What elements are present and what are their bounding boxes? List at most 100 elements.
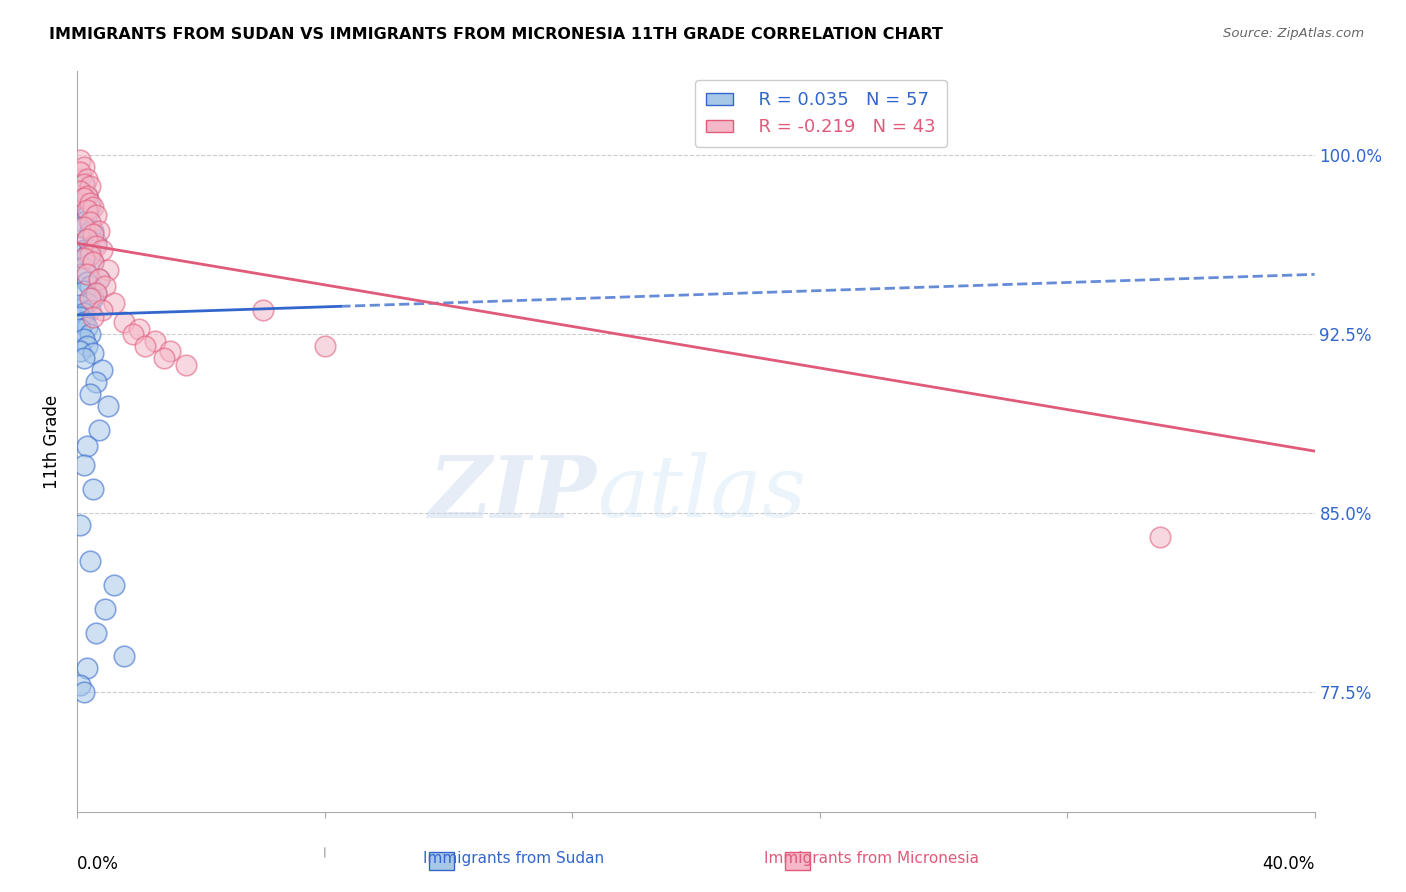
Point [79,248,101,262]
Point [79,224,101,238]
Point [82,291,104,305]
Y-axis label: 11th Grade: 11th Grade [44,394,62,489]
Point [76,319,98,334]
Point [84,238,107,252]
Point [79,279,101,293]
Point [76,439,98,453]
Point [97,399,120,413]
Point [69,298,91,312]
Point [91,363,114,377]
Point [82,224,104,238]
Point [84,208,107,222]
Point [122,327,145,342]
Text: IMMIGRANTS FROM SUDAN VS IMMIGRANTS FROM MICRONESIA 11TH GRADE CORRELATION CHART: IMMIGRANTS FROM SUDAN VS IMMIGRANTS FROM… [49,27,943,42]
Point [112,315,135,329]
Point [69,164,91,178]
Point [94,279,117,293]
Point [72,177,94,191]
Point [76,275,98,289]
Point [69,310,91,325]
Point [79,179,101,194]
Point [87,224,110,238]
Point [72,685,94,699]
Text: Immigrants from Micronesia: Immigrants from Micronesia [765,851,979,865]
Point [112,649,135,664]
Point [174,358,197,372]
Text: ZIP: ZIP [429,451,598,535]
Text: 0.0%: 0.0% [77,855,120,872]
Point [314,339,336,353]
Point [97,262,120,277]
Point [69,208,91,222]
Point [91,244,114,258]
Point [72,177,94,191]
Point [84,286,107,301]
Point [134,339,156,353]
Point [76,208,98,222]
Point [252,303,274,318]
Point [76,188,98,202]
Point [72,244,94,258]
Point [87,272,110,286]
Point [94,601,117,615]
Point [82,255,104,269]
Point [69,518,91,533]
Point [76,231,98,245]
Point [76,171,98,186]
Point [76,231,98,245]
Point [91,303,114,318]
Point [69,184,91,198]
Point [72,284,94,298]
Point [72,315,94,329]
Point [84,236,107,251]
Point [69,678,91,692]
Text: Source: ZipAtlas.com: Source: ZipAtlas.com [1223,27,1364,40]
Point [82,227,104,241]
Point [69,153,91,167]
Point [76,296,98,310]
Point [82,483,104,497]
Point [84,375,107,389]
Text: Immigrants from Sudan: Immigrants from Sudan [423,851,603,865]
Point [76,188,98,202]
Point [72,251,94,265]
Point [72,160,94,174]
Point [72,215,94,229]
Point [1149,530,1171,544]
Legend:   R = 0.035   N = 57,   R = -0.219   N = 43: R = 0.035 N = 57, R = -0.219 N = 43 [695,80,946,147]
Point [84,286,107,301]
Point [69,219,91,234]
Point [79,215,101,229]
Point [82,255,104,269]
Point [72,305,94,319]
Point [79,195,101,210]
Point [72,191,94,205]
Point [153,351,176,365]
Point [72,332,94,346]
Point [72,351,94,365]
Point [69,184,91,198]
Point [79,554,101,568]
Point [79,303,101,318]
Point [72,260,94,275]
Point [79,201,101,215]
Point [76,268,98,282]
Point [79,386,101,401]
Point [82,201,104,215]
Point [79,291,101,305]
Point [69,322,91,336]
Point [103,296,125,310]
Point [82,346,104,360]
Point [79,244,101,258]
Point [143,334,166,349]
Point [82,310,104,325]
Point [87,423,110,437]
Point [72,195,94,210]
Point [72,458,94,473]
Point [76,339,98,353]
Point [87,272,110,286]
Point [69,343,91,358]
Point [76,202,98,217]
Point [69,268,91,282]
Point [79,327,101,342]
